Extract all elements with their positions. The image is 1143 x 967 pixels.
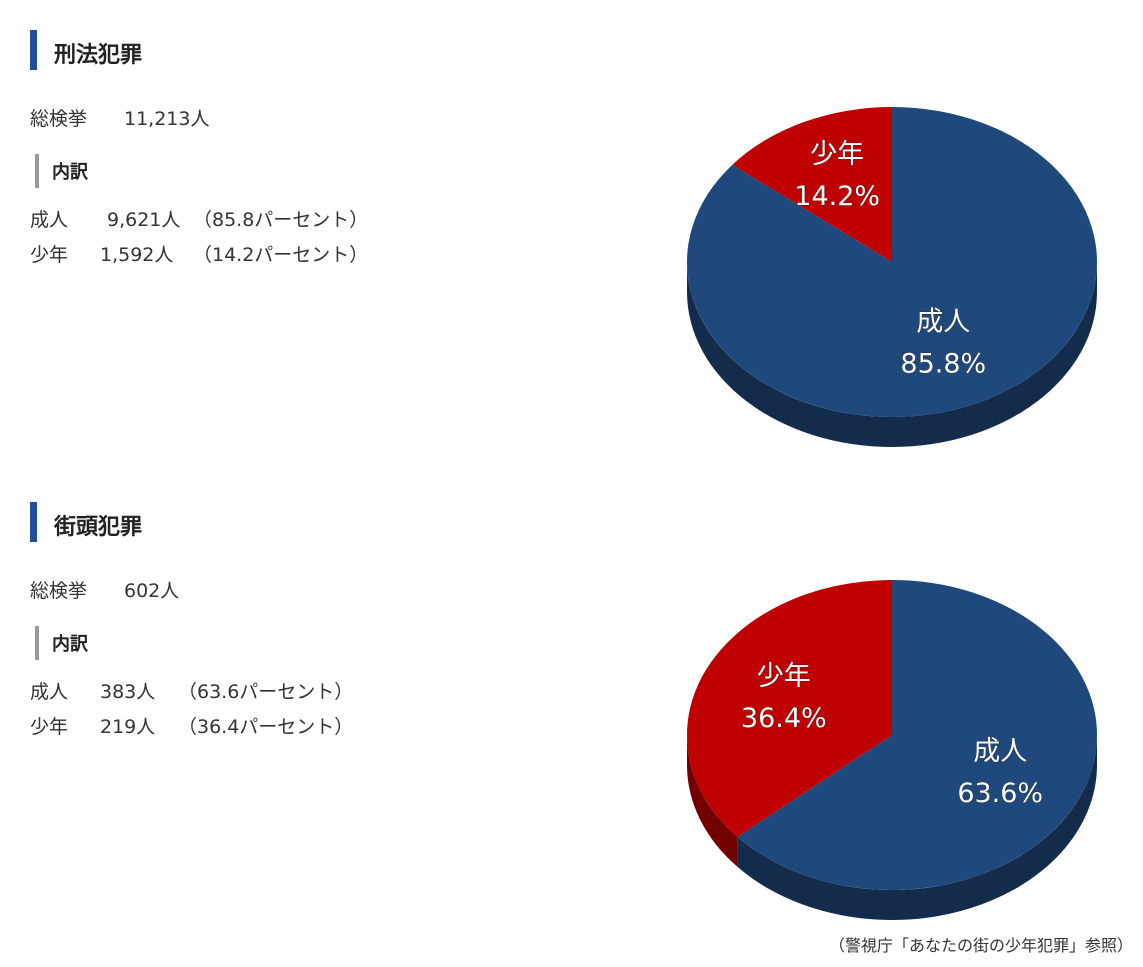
total-value: 602人: [124, 580, 180, 602]
slice-label: 成人: [973, 736, 1027, 767]
slice-value-label: 85.8%: [900, 349, 986, 380]
row-share: （85.8パーセント）: [193, 209, 369, 231]
pie-slice: [687, 580, 892, 837]
pie-slice: [687, 107, 1097, 418]
row-label: 成人: [30, 681, 69, 703]
row-label: 少年: [30, 716, 69, 738]
heading-bar: [30, 502, 37, 542]
slice-value-label: 63.6%: [957, 778, 1043, 809]
row-share: （14.2パーセント）: [193, 244, 369, 266]
total-label: 総検挙: [30, 580, 88, 602]
row-share: （63.6パーセント）: [178, 681, 354, 703]
slice-value-label: 36.4%: [741, 703, 827, 734]
row-share: （36.4パーセント）: [178, 716, 354, 738]
slice-label: 少年: [757, 661, 811, 692]
source-note: （警視庁「あなたの街の少年犯罪」参照）: [828, 936, 1133, 955]
slice-side: [737, 735, 1097, 920]
total-label: 総検挙: [30, 108, 88, 130]
slice-value-label: 14.2%: [794, 181, 880, 212]
subheading: 内訳: [52, 162, 88, 183]
slice-side: [687, 262, 1097, 447]
pie-chart: 成人 85.8% 少年 14.2%: [687, 107, 1097, 447]
row-label: 成人: [30, 209, 69, 231]
pie-slice: [732, 107, 892, 262]
slice-label: 成人: [916, 307, 970, 338]
subheading-bar: [35, 626, 39, 660]
subheading-bar: [35, 154, 39, 188]
subheading: 内訳: [52, 634, 88, 655]
section-heading: 街頭犯罪: [54, 515, 143, 540]
section-heading: 刑法犯罪: [54, 43, 143, 68]
total-value: 11,213人: [124, 108, 210, 130]
slice-label: 少年: [810, 139, 864, 170]
slice-side: [687, 735, 738, 867]
row-count: 219人: [100, 716, 156, 738]
pie-slice: [737, 580, 1097, 890]
row-count: 383人: [100, 681, 156, 703]
row-count: 9,621人: [107, 209, 181, 231]
pie-chart: 成人 63.6% 少年 36.4%: [687, 580, 1097, 920]
heading-bar: [30, 30, 37, 70]
row-label: 少年: [30, 244, 69, 266]
row-count: 1,592人: [100, 244, 174, 266]
